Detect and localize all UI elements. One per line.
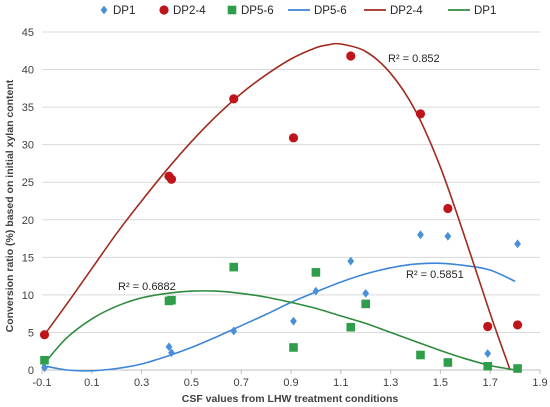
point-dp5-6 <box>289 343 298 352</box>
point-dp2-4 <box>415 109 426 119</box>
r2-label: R² = 0.6882 <box>118 281 176 293</box>
trendline-dp5-6 <box>41 262 516 372</box>
legend-label: DP2-4 <box>390 5 423 17</box>
x-tick-label: 1.5 <box>433 377 448 389</box>
point-dp5-6 <box>513 364 522 373</box>
point-dp1 <box>417 230 424 240</box>
point-dp1 <box>290 316 297 326</box>
legend-label: DP1 <box>474 5 496 17</box>
point-dp2-4 <box>288 133 299 143</box>
point-dp5-6 <box>416 350 425 360</box>
point-dp1 <box>230 326 238 336</box>
point-dp2-4 <box>483 321 493 332</box>
point-dp2-4 <box>39 330 50 340</box>
point-dp5-6 <box>443 358 453 367</box>
point-dp2-4 <box>443 203 453 214</box>
legend-label: DP2-4 <box>173 5 206 17</box>
x-tick-label: -0.1 <box>33 377 52 389</box>
point-dp5-6 <box>40 355 49 365</box>
point-dp5-6 <box>167 295 176 305</box>
y-tick-label: 10 <box>22 290 34 302</box>
legend: DP1 DP2-4 DP5-6 DP5-6 DP2-4 DP1 <box>100 5 496 17</box>
r2-labels: R² = 0.5851 R² = 0.852 R² = 0.6882 <box>118 53 464 293</box>
trendline-dp1 <box>43 290 516 371</box>
point-dp1 <box>514 239 521 249</box>
legend-marker <box>159 5 169 15</box>
y-tick-label: 5 <box>28 327 34 339</box>
point-dp2-4 <box>512 320 523 330</box>
y-tick-label: 45 <box>22 27 34 39</box>
x-tick-label: 0.9 <box>283 377 298 389</box>
point-dp2-4 <box>229 94 239 104</box>
axes: 0 5 10 15 20 25 30 35 40 45 -0.1 0.1 0.3 0.5 0.7 0.9 1.1… <box>22 27 548 389</box>
x-tick-label: 1.7 <box>483 377 498 389</box>
y-tick-label: 20 <box>22 215 34 227</box>
r2-label: R² = 0.5851 <box>406 269 464 281</box>
point-dp5-6 <box>229 262 239 272</box>
point-dp5-6 <box>311 268 321 277</box>
gridlines <box>42 31 540 333</box>
x-tick-label: 0.5 <box>184 377 199 389</box>
x-tick-label: 0.7 <box>234 377 249 389</box>
legend-marker <box>100 5 108 15</box>
y-tick-label: 25 <box>22 177 34 189</box>
y-tick-label: 15 <box>22 252 34 264</box>
point-dp2-4 <box>166 174 177 184</box>
point-dp5-6 <box>483 361 493 371</box>
x-tick-label: 1.1 <box>333 377 348 389</box>
point-dp1 <box>312 286 320 296</box>
x-axis-title: CSF values from LHW treatment conditions <box>182 393 399 405</box>
point-dp5-6 <box>346 322 356 332</box>
legend-label: DP5-6 <box>314 5 347 17</box>
x-tick-label: 0.1 <box>84 377 99 389</box>
y-tick-label: 40 <box>22 65 34 77</box>
point-dp1 <box>362 288 370 298</box>
point-dp1 <box>484 349 492 358</box>
point-dp1 <box>444 231 452 241</box>
point-dp5-6 <box>361 299 370 309</box>
y-tick-label: 30 <box>22 140 34 152</box>
legend-label: DP5-6 <box>241 5 274 17</box>
x-tick-label: 1.9 <box>532 377 547 389</box>
y-tick-label: 0 <box>28 365 34 377</box>
x-tick-label: 1.3 <box>383 377 398 389</box>
point-dp1 <box>165 342 173 352</box>
y-tick-label: 35 <box>22 102 34 114</box>
data-points <box>39 51 523 373</box>
point-dp1 <box>41 363 48 373</box>
legend-label: DP1 <box>113 5 135 17</box>
x-tick-label: 0.3 <box>134 377 149 389</box>
trendline-dp2-4 <box>43 42 511 371</box>
r2-label: R² = 0.852 <box>388 53 440 65</box>
trendlines <box>41 42 516 372</box>
y-axis-title: Conversion ratio (%) based on initial xy… <box>4 79 16 332</box>
point-dp2-4 <box>346 51 356 61</box>
point-dp1 <box>347 256 355 266</box>
legend-marker <box>227 5 237 15</box>
point-dp1 <box>168 348 175 358</box>
